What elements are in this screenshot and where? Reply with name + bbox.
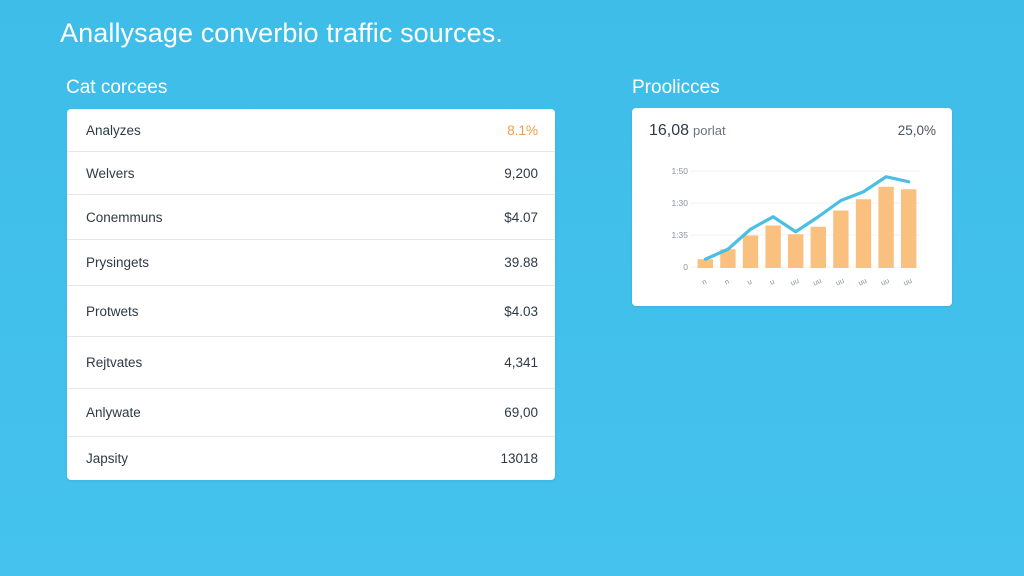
bar[interactable] — [855, 199, 872, 268]
row-label: Japsity — [86, 451, 129, 466]
chart-card: 16,08 porlat 25,0% 0 1:35 1:30 1:50 n n u u uu uu u… — [632, 108, 952, 306]
row-value: 69,00 — [504, 405, 538, 420]
row-value: 9,200 — [504, 165, 538, 181]
row-value: $4.03 — [504, 303, 538, 319]
x-tick-label: uu — [812, 276, 823, 288]
chart-plot: 01:351:301:50n n u u uu uu uu uu uu uu — [671, 166, 920, 288]
chart-headline-right: 25,0% — [897, 123, 936, 138]
row-label: Rejtvates — [86, 355, 143, 370]
row-label: Protwets — [86, 303, 139, 319]
row-value: 8.1% — [507, 122, 538, 138]
bar[interactable] — [765, 225, 781, 269]
y-tick-label: 1:35 — [671, 230, 688, 240]
row-value: 4,341 — [504, 355, 538, 370]
table-row[interactable]: Rejtvates 4,341 — [67, 337, 555, 389]
page-title: Anallysage converbio traffic sources. — [60, 18, 503, 48]
row-label: Welvers — [86, 165, 135, 181]
y-tick-label: 0 — [683, 262, 688, 272]
y-tick-label: 1:50 — [671, 166, 688, 176]
bar[interactable] — [833, 210, 849, 269]
x-tick-label: n — [700, 277, 708, 287]
trend-line — [703, 175, 911, 261]
table-row[interactable]: Protwets $4.03 — [67, 286, 555, 337]
row-label: Conemmuns — [86, 209, 163, 225]
table-row[interactable]: Conemmuns $4.07 — [67, 195, 555, 240]
row-value: 39.88 — [504, 255, 538, 270]
row-value: $4.07 — [504, 209, 538, 225]
x-tick-label: uu — [834, 276, 845, 288]
table-row[interactable]: Analyzes 8.1% — [67, 109, 555, 152]
y-tick-label: 1:30 — [671, 198, 688, 208]
bar[interactable] — [742, 235, 759, 269]
x-tick-label: n — [723, 277, 731, 287]
row-label: Analyzes — [86, 122, 141, 138]
x-tick-label: u — [746, 277, 754, 287]
table-panel-title: Cat corcees — [66, 77, 168, 98]
traffic-table: Analyzes 8.1% Welvers 9,200 Conemmuns $4.07 Pr… — [67, 109, 555, 480]
x-tick-label: uu — [902, 276, 913, 288]
bar[interactable] — [901, 189, 917, 268]
chart-panel-title: Proolicces — [632, 77, 720, 98]
bar[interactable] — [720, 249, 736, 268]
bar[interactable] — [697, 259, 713, 268]
row-label: Prysingets — [86, 255, 150, 270]
table-row[interactable]: Japsity 13018 — [67, 437, 555, 480]
chart-headline-sub: porlat — [693, 123, 726, 138]
bar[interactable] — [788, 234, 804, 268]
bar[interactable] — [810, 226, 826, 268]
table-row[interactable]: Prysingets 39.88 — [67, 240, 555, 286]
x-tick-label: u — [768, 277, 776, 287]
table-row[interactable]: Welvers 9,200 — [67, 152, 555, 195]
row-label: Anlywate — [86, 405, 141, 420]
x-tick-label: uu — [789, 276, 800, 288]
chart-headline: 16,08 porlat — [649, 122, 726, 140]
row-value: 13018 — [500, 451, 538, 466]
x-tick-label: uu — [879, 276, 890, 288]
x-tick-label: uu — [857, 276, 868, 288]
bar[interactable] — [878, 186, 894, 268]
chart-headline-value: 16,08 — [649, 122, 690, 139]
table-row[interactable]: Anlywate 69,00 — [67, 389, 555, 437]
